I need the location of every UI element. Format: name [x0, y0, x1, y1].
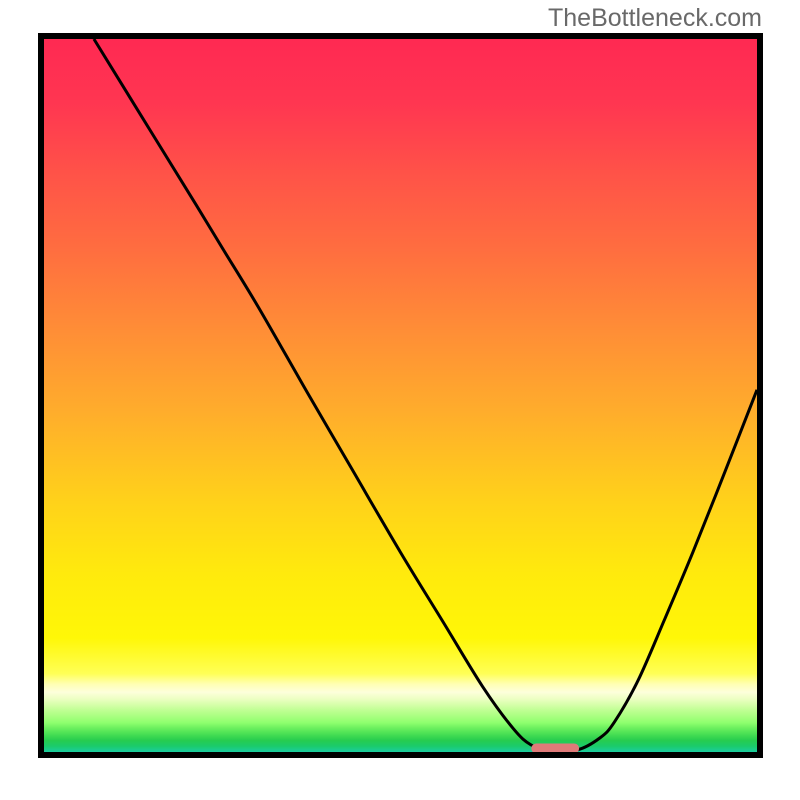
- gradient-background: [44, 39, 757, 752]
- bottleneck-chart: [0, 0, 800, 800]
- optimal-marker: [531, 743, 579, 753]
- watermark-text: TheBottleneck.com: [548, 4, 762, 33]
